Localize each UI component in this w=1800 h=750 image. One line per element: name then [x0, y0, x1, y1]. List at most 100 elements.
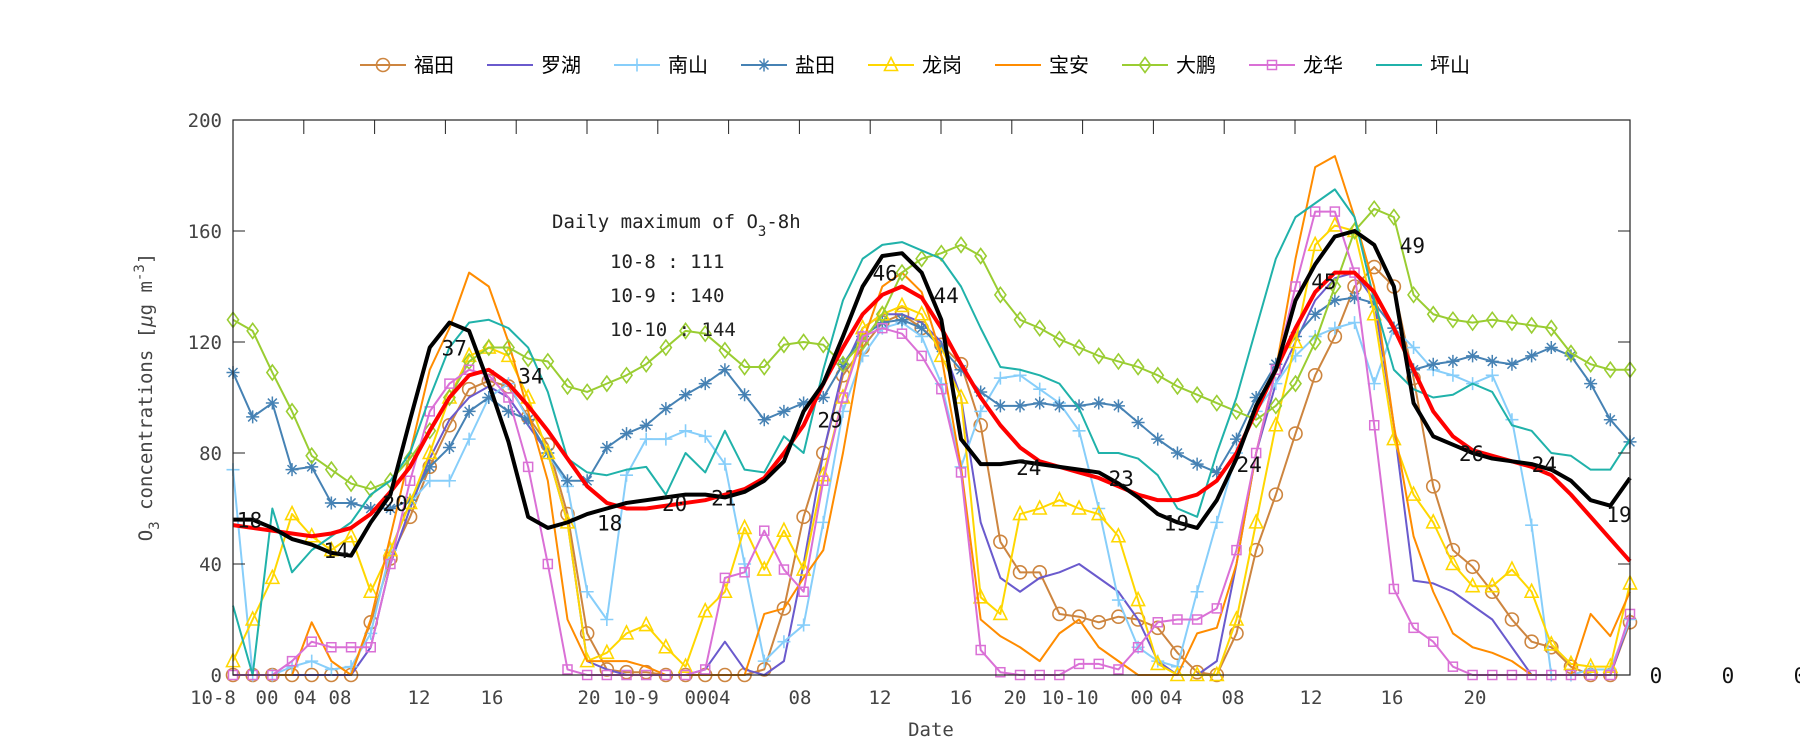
marker-diamond: [1505, 313, 1519, 332]
marker-plus: [344, 660, 358, 674]
marker-diamond: [816, 335, 830, 354]
marker-asterisk: [560, 474, 574, 488]
marker-triangle: [756, 560, 773, 576]
point-label: 19: [1164, 511, 1189, 535]
marker-asterisk: [344, 496, 358, 510]
marker-asterisk: [1190, 457, 1204, 471]
legend-label: 大鹏: [1176, 53, 1216, 77]
marker-triangle: [1031, 499, 1048, 515]
marker-asterisk: [246, 410, 260, 424]
marker-plus: [1111, 593, 1125, 607]
marker-diamond: [718, 341, 732, 360]
marker-square: [286, 655, 298, 667]
marker-asterisk: [1092, 396, 1106, 410]
marker-plus: [1210, 515, 1224, 529]
marker-diamond: [1564, 344, 1578, 362]
series-station-8: [232, 188, 1631, 676]
marker-square: [837, 392, 849, 403]
marker-triangle: [1307, 235, 1323, 252]
marker-triangle: [1445, 554, 1461, 571]
legend-item: 坪山: [1376, 53, 1470, 77]
marker-diamond: [1407, 285, 1421, 304]
y-tick-label: 40: [199, 554, 222, 576]
marker-triangle: [362, 582, 379, 599]
marker-diamond: [639, 355, 653, 374]
marker-diamond: [1328, 277, 1342, 296]
x-tick-label: 00: [685, 687, 708, 709]
marker-square: [955, 467, 967, 478]
x-tick-label: 04: [1160, 687, 1183, 709]
marker-circle: [1288, 426, 1303, 441]
marker-diamond: [1446, 310, 1460, 329]
x-tick-label: 04: [708, 687, 731, 709]
marker-asterisk: [305, 460, 319, 474]
point-label: 46: [872, 262, 897, 286]
marker-plus: [816, 515, 830, 529]
marker-plus: [1269, 377, 1283, 391]
legend-label: 宝安: [1049, 53, 1089, 77]
marker-diamond: [1111, 352, 1125, 371]
x-tick-label: 20: [1004, 687, 1027, 709]
marker-diamond: [285, 402, 299, 421]
marker-triangle: [618, 624, 635, 640]
marker-plus: [1289, 349, 1303, 363]
marker-diamond: [1387, 208, 1401, 226]
marker-asterisk: [324, 496, 338, 510]
marker-plus: [1485, 368, 1499, 382]
marker-diamond: [305, 446, 319, 465]
marker-diamond: [561, 377, 574, 396]
marker-asterisk: [1013, 399, 1027, 413]
marker-diamond: [1131, 358, 1145, 376]
marker-triangle: [402, 493, 418, 510]
marker-diamond: [1052, 330, 1066, 349]
marker-asterisk: [1485, 354, 1499, 368]
annotation-line-1: 10-8 : 111: [610, 251, 724, 273]
marker-asterisk: [482, 391, 496, 404]
point-label: 44: [933, 284, 958, 308]
marker-circle: [993, 534, 1008, 550]
marker-plus: [462, 432, 476, 446]
marker-diamond: [482, 338, 496, 357]
marker-square: [503, 392, 514, 403]
marker-asterisk: [1072, 399, 1086, 413]
marker-diamond: [501, 338, 515, 357]
marker-circle: [1071, 609, 1087, 625]
marker-square: [798, 586, 809, 597]
marker-square: [1290, 281, 1301, 292]
marker-asterisk: [698, 377, 712, 391]
marker-triangle: [1268, 415, 1284, 432]
marker-asterisk: [954, 363, 968, 377]
legend-label: 坪山: [1430, 53, 1470, 77]
marker-square: [936, 383, 947, 395]
marker-asterisk: [285, 463, 299, 477]
marker-circle: [776, 601, 792, 616]
series-line: [233, 155, 1631, 676]
marker-plus: [1367, 377, 1381, 391]
marker-plus: [797, 618, 811, 632]
marker-plus: [777, 635, 791, 649]
marker-triangle: [1464, 576, 1481, 593]
marker-square: [404, 475, 416, 486]
x-tick-label: 20: [578, 687, 601, 709]
marker-diamond: [1138, 56, 1152, 74]
right-extra-label: 0: [1722, 664, 1735, 688]
x-tick-label: 08: [1222, 687, 1245, 709]
marker-triangle: [697, 601, 714, 618]
marker-asterisk: [1249, 391, 1263, 404]
marker-asterisk: [265, 396, 279, 410]
x-tick-label: 16: [950, 687, 973, 709]
legend-label: 龙华: [1303, 53, 1343, 77]
marker-diamond: [1466, 313, 1480, 332]
marker-diamond: [797, 333, 811, 351]
legend-item: 大鹏: [1122, 53, 1216, 77]
x-tick-label: 16: [1381, 687, 1404, 709]
marker-circle: [1268, 487, 1284, 502]
marker-asterisk: [915, 321, 929, 335]
right-extra-label: 0: [1794, 664, 1800, 688]
marker-square: [1191, 614, 1203, 625]
marker-square: [896, 328, 908, 339]
marker-triangle: [1012, 504, 1028, 521]
annotation-line-3: 10-10 : 144: [610, 319, 736, 341]
point-label: 20: [662, 492, 687, 516]
marker-diamond: [324, 460, 338, 479]
